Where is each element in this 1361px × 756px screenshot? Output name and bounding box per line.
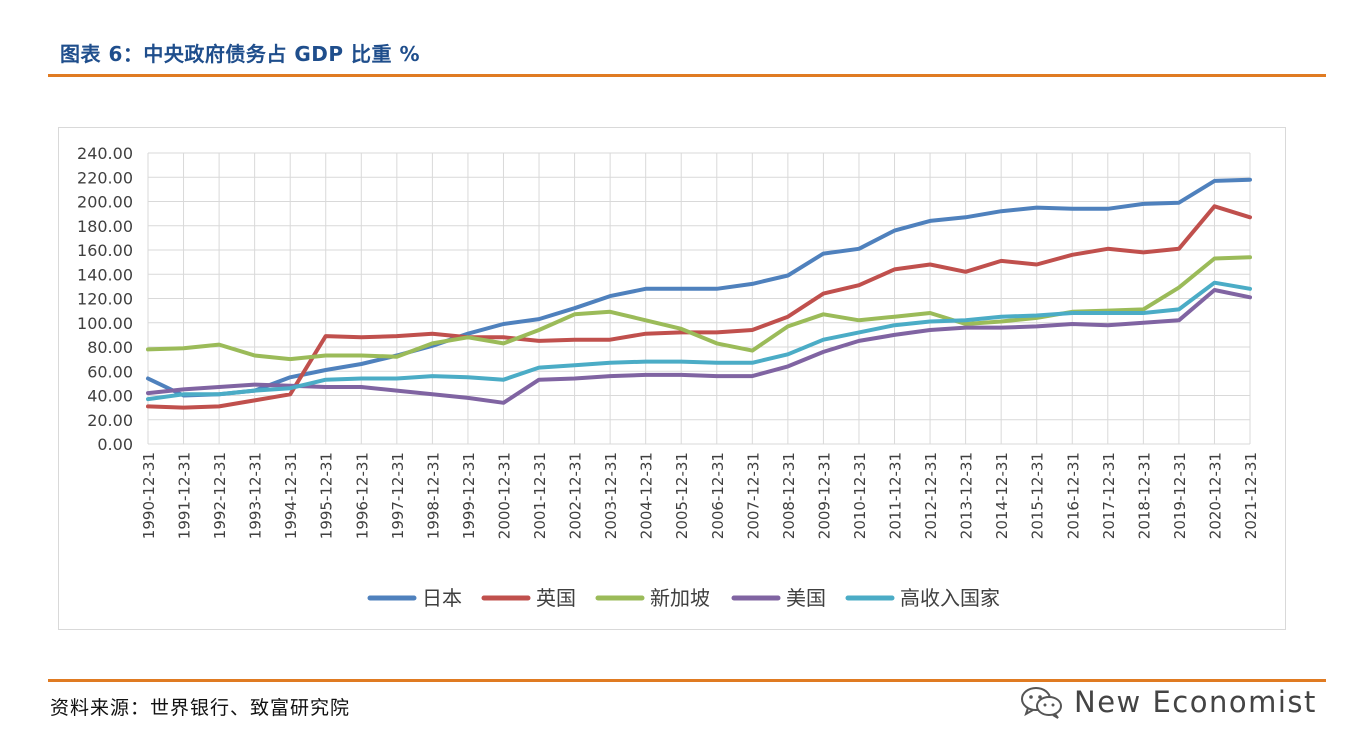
series-line-1 bbox=[146, 177, 1252, 398]
y-tick-label: 60.00 bbox=[87, 362, 133, 381]
top-divider bbox=[48, 74, 1326, 77]
y-tick-label: 120.00 bbox=[77, 290, 133, 309]
x-tick-label: 2016-12-31 bbox=[1064, 452, 1082, 539]
legend-item: 日本 bbox=[367, 586, 462, 610]
x-tick-label: 1999-12-31 bbox=[460, 452, 478, 539]
x-tick-label: 2013-12-31 bbox=[958, 452, 976, 539]
bottom-divider bbox=[48, 679, 1326, 682]
x-tick-label: 2001-12-31 bbox=[531, 452, 549, 539]
x-tick-label: 2007-12-31 bbox=[744, 452, 762, 539]
x-tick-label: 2011-12-31 bbox=[887, 452, 905, 539]
y-tick-label: 40.00 bbox=[87, 387, 133, 406]
y-tick-label: 80.00 bbox=[87, 338, 133, 357]
x-tick-label: 2006-12-31 bbox=[709, 452, 727, 539]
figure-title: 图表 6：中央政府债务占 GDP 比重 % bbox=[60, 42, 420, 66]
x-tick-label: 2003-12-31 bbox=[602, 452, 620, 539]
series-line-2 bbox=[146, 204, 1252, 410]
legend-label: 英国 bbox=[536, 586, 576, 610]
x-tick-label: 2021-12-31 bbox=[1242, 452, 1260, 539]
series-lines bbox=[146, 177, 1252, 410]
x-tick-label: 2012-12-31 bbox=[922, 452, 940, 539]
watermark-text: New Economist bbox=[1074, 685, 1317, 719]
x-tick-label: 2008-12-31 bbox=[780, 452, 798, 539]
y-tick-label: 140.00 bbox=[77, 265, 133, 284]
y-tick-label: 100.00 bbox=[77, 314, 133, 333]
y-tick-label: 200.00 bbox=[77, 193, 133, 212]
x-tick-label: 1996-12-31 bbox=[353, 452, 371, 539]
watermark: New Economist bbox=[1020, 684, 1317, 720]
x-tick-label: 1992-12-31 bbox=[211, 452, 229, 539]
x-tick-label: 1990-12-31 bbox=[140, 452, 158, 539]
x-tick-label: 2004-12-31 bbox=[638, 452, 656, 539]
x-tick-label: 2015-12-31 bbox=[1029, 452, 1047, 539]
series-line-3 bbox=[146, 255, 1252, 362]
x-tick-label: 2010-12-31 bbox=[851, 452, 869, 539]
y-tick-label: 180.00 bbox=[77, 217, 133, 236]
x-tick-label: 1991-12-31 bbox=[176, 452, 194, 539]
x-tick-label: 2002-12-31 bbox=[567, 452, 585, 539]
x-tick-label: 1993-12-31 bbox=[247, 452, 265, 539]
source-note: 资料来源：世界银行、致富研究院 bbox=[50, 697, 351, 719]
x-tick-label: 2019-12-31 bbox=[1171, 452, 1189, 539]
y-tick-label: 20.00 bbox=[87, 411, 133, 430]
x-tick-label: 1997-12-31 bbox=[389, 452, 407, 539]
legend: 日本 英国 新加坡 美国 高收入国家 bbox=[367, 586, 1000, 610]
legend-label: 日本 bbox=[422, 586, 462, 610]
x-tick-label: 1994-12-31 bbox=[282, 452, 300, 539]
x-tick-label: 2000-12-31 bbox=[495, 452, 513, 539]
x-tick-label: 2017-12-31 bbox=[1100, 452, 1118, 539]
series-line-5 bbox=[146, 280, 1252, 402]
grid-layer bbox=[147, 152, 1251, 445]
line-chart: 0.00 20.00 40.00 60.00 80.00 100.00 120.00 140.… bbox=[77, 144, 1260, 610]
legend-label: 高收入国家 bbox=[900, 586, 1000, 610]
x-tick-label: 2014-12-31 bbox=[993, 452, 1011, 539]
series-line-4 bbox=[146, 288, 1252, 405]
legend-label: 新加坡 bbox=[650, 586, 710, 610]
x-tick-label: 2005-12-31 bbox=[673, 452, 691, 539]
legend-item: 英国 bbox=[481, 586, 576, 610]
y-tick-label: 220.00 bbox=[77, 168, 133, 187]
y-tick-label: 160.00 bbox=[77, 241, 133, 260]
y-tick-label: 0.00 bbox=[97, 435, 133, 454]
x-axis-labels: 1990-12-31 1991-12-31 1992-12-31 1993-12-31… bbox=[140, 452, 1260, 539]
x-tick-label: 2018-12-31 bbox=[1135, 452, 1153, 539]
wechat-icon bbox=[1021, 687, 1062, 719]
legend-label: 美国 bbox=[786, 586, 826, 610]
legend-item: 新加坡 bbox=[595, 586, 710, 610]
legend-item: 高收入国家 bbox=[845, 586, 1000, 610]
y-axis-labels: 0.00 20.00 40.00 60.00 80.00 100.00 120.00 140.… bbox=[77, 144, 133, 454]
x-tick-label: 2020-12-31 bbox=[1206, 452, 1224, 539]
y-tick-label: 240.00 bbox=[77, 144, 133, 163]
x-tick-label: 2009-12-31 bbox=[815, 452, 833, 539]
legend-item: 美国 bbox=[731, 586, 826, 610]
x-tick-label: 1995-12-31 bbox=[318, 452, 336, 539]
x-tick-label: 1998-12-31 bbox=[424, 452, 442, 539]
chart-frame: 0.00 20.00 40.00 60.00 80.00 100.00 120.00 140.… bbox=[58, 127, 1286, 630]
